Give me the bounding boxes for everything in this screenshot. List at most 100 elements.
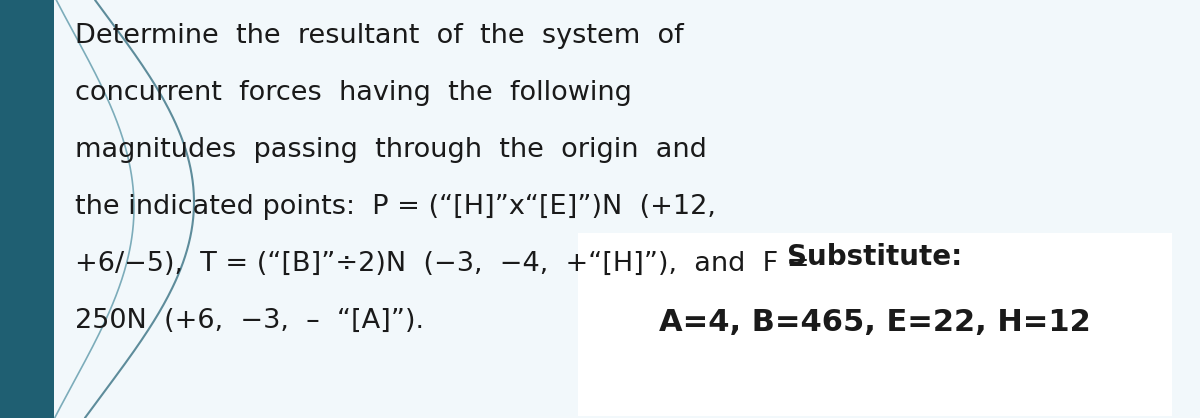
Bar: [804, 0, 811, 418]
Bar: [78, 0, 85, 418]
Bar: [564, 0, 571, 418]
Bar: [366, 0, 373, 418]
Bar: [816, 0, 823, 418]
Bar: [954, 0, 961, 418]
Bar: [648, 0, 655, 418]
Bar: [1158, 0, 1165, 418]
Text: Determine  the  resultant  of  the  system  of: Determine the resultant of the system of: [74, 23, 684, 49]
Bar: [1110, 0, 1117, 418]
Bar: [738, 0, 745, 418]
Bar: [780, 0, 787, 418]
Bar: [216, 0, 223, 418]
Bar: [510, 0, 517, 418]
Bar: [408, 0, 415, 418]
Bar: [690, 0, 697, 418]
Bar: [810, 0, 817, 418]
Bar: [936, 0, 943, 418]
Bar: [192, 0, 199, 418]
Bar: [234, 0, 241, 418]
Bar: [540, 0, 547, 418]
Bar: [870, 0, 877, 418]
Bar: [516, 0, 523, 418]
Bar: [1122, 0, 1129, 418]
Bar: [1086, 0, 1093, 418]
Bar: [186, 0, 193, 418]
Bar: [594, 0, 601, 418]
Bar: [876, 0, 883, 418]
Text: A=4, B=465, E=22, H=12: A=4, B=465, E=22, H=12: [659, 308, 1091, 337]
Bar: [210, 0, 217, 418]
Bar: [180, 0, 187, 418]
Bar: [1008, 0, 1015, 418]
Bar: [462, 0, 469, 418]
Bar: [24, 0, 31, 418]
Bar: [684, 0, 691, 418]
Bar: [600, 0, 607, 418]
Bar: [504, 0, 511, 418]
Bar: [348, 0, 355, 418]
Bar: [60, 0, 67, 418]
Bar: [948, 0, 955, 418]
Bar: [132, 0, 139, 418]
Bar: [978, 0, 985, 418]
Bar: [1140, 0, 1147, 418]
Bar: [882, 0, 889, 418]
Bar: [84, 0, 91, 418]
Bar: [900, 0, 907, 418]
Bar: [66, 0, 73, 418]
Bar: [294, 0, 301, 418]
Bar: [72, 0, 79, 418]
Bar: [1056, 0, 1063, 418]
Bar: [330, 0, 337, 418]
Bar: [606, 0, 613, 418]
Bar: [720, 0, 727, 418]
Bar: [642, 0, 649, 418]
Bar: [306, 0, 313, 418]
Bar: [912, 0, 919, 418]
Bar: [198, 0, 205, 418]
Bar: [48, 0, 55, 418]
Bar: [324, 0, 331, 418]
Bar: [108, 0, 115, 418]
Bar: [390, 0, 397, 418]
Bar: [444, 0, 451, 418]
Bar: [336, 0, 343, 418]
Bar: [114, 0, 121, 418]
Bar: [636, 0, 643, 418]
Bar: [1014, 0, 1021, 418]
Bar: [654, 0, 661, 418]
Bar: [396, 0, 403, 418]
Bar: [36, 0, 43, 418]
Bar: [1092, 0, 1099, 418]
Bar: [438, 0, 445, 418]
Bar: [354, 0, 361, 418]
Text: the indicated points:  P = (“[H]”x“[E]”)N  (+12,: the indicated points: P = (“[H]”x“[E]”)N…: [74, 194, 716, 220]
Bar: [492, 0, 499, 418]
Bar: [1026, 0, 1033, 418]
Bar: [960, 0, 967, 418]
Bar: [660, 0, 667, 418]
Bar: [498, 0, 505, 418]
Bar: [174, 0, 181, 418]
Bar: [1044, 0, 1051, 418]
Bar: [672, 0, 679, 418]
Bar: [888, 0, 895, 418]
Bar: [942, 0, 949, 418]
Bar: [42, 0, 49, 418]
Bar: [1170, 0, 1177, 418]
Bar: [1104, 0, 1111, 418]
Bar: [840, 0, 847, 418]
Bar: [384, 0, 391, 418]
Bar: [270, 0, 277, 418]
Bar: [726, 0, 733, 418]
Bar: [756, 0, 763, 418]
Bar: [732, 0, 739, 418]
Bar: [1188, 0, 1195, 418]
Bar: [924, 0, 931, 418]
Bar: [1164, 0, 1171, 418]
Bar: [798, 0, 805, 418]
Bar: [534, 0, 541, 418]
Bar: [30, 0, 37, 418]
Bar: [624, 0, 631, 418]
Bar: [1116, 0, 1123, 418]
